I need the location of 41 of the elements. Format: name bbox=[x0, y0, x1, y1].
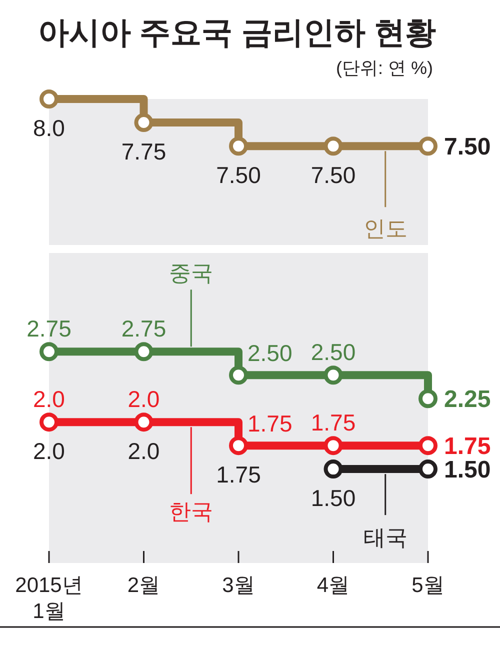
x-tick-label: 3월 bbox=[222, 574, 255, 597]
point bbox=[324, 436, 343, 456]
point bbox=[418, 389, 438, 408]
point bbox=[134, 412, 154, 432]
series-name: 인도 bbox=[363, 216, 408, 242]
series-name: 한국 bbox=[169, 499, 214, 524]
x-tick-label: 2월 bbox=[127, 574, 160, 597]
x-tick-label: 4월 bbox=[316, 574, 350, 597]
data-label: 2.75 bbox=[26, 316, 72, 342]
data-label: 8.0 bbox=[33, 115, 65, 141]
point bbox=[40, 342, 58, 362]
data-label: 2.50 bbox=[248, 340, 292, 366]
data-label: 7.50 bbox=[216, 162, 261, 188]
data-label: 7.50 bbox=[444, 134, 491, 161]
series-name: 중국 bbox=[169, 260, 214, 286]
chart-title: 아시아 주요국 금리인하 현황 bbox=[38, 15, 436, 50]
point bbox=[134, 342, 154, 362]
data-label: 1.50 bbox=[310, 485, 356, 512]
data-label: 7.75 bbox=[121, 138, 166, 165]
annotation: 2.0 bbox=[33, 438, 65, 464]
x-tick-label: 2015년 1월 bbox=[15, 574, 83, 623]
data-label: 2.75 bbox=[121, 316, 166, 342]
point bbox=[229, 436, 248, 456]
point bbox=[418, 436, 438, 456]
data-label: 2.0 bbox=[128, 386, 160, 412]
point bbox=[40, 412, 58, 432]
data-label: 2.25 bbox=[444, 386, 491, 414]
data-label: 2.50 bbox=[310, 339, 356, 366]
data-label: 7.50 bbox=[310, 162, 356, 188]
point bbox=[418, 460, 438, 479]
data-label: 2.0 bbox=[33, 386, 65, 412]
x-tick-label: 5월 bbox=[412, 574, 444, 597]
annotation: 2.0 bbox=[128, 438, 160, 464]
point bbox=[324, 366, 343, 385]
point bbox=[324, 460, 343, 479]
chart-subtitle: (단위: 연 %) bbox=[336, 58, 433, 78]
annotation: 1.75 bbox=[216, 462, 261, 488]
data-label: 1.75 bbox=[248, 410, 292, 437]
point bbox=[229, 366, 248, 385]
data-label: 1.75 bbox=[310, 410, 356, 436]
series-name: 태국 bbox=[363, 525, 408, 550]
